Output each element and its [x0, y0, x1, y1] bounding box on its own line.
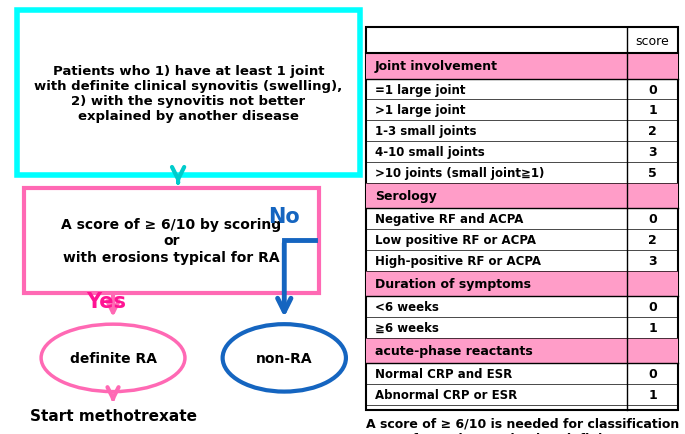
Text: 0: 0	[648, 213, 657, 226]
FancyBboxPatch shape	[366, 184, 678, 209]
Text: High-positive RF or ACPA: High-positive RF or ACPA	[375, 254, 540, 267]
Text: Joint involvement: Joint involvement	[375, 60, 498, 73]
Text: 1: 1	[648, 388, 657, 401]
Text: acute-phase reactants: acute-phase reactants	[375, 344, 532, 357]
FancyBboxPatch shape	[366, 271, 678, 296]
Text: Low positive RF or ACPA: Low positive RF or ACPA	[375, 233, 536, 247]
Text: 5: 5	[648, 167, 657, 180]
Text: 3: 3	[648, 146, 657, 159]
Text: >10 joints (small joint≧1): >10 joints (small joint≧1)	[375, 167, 544, 180]
Text: Serology: Serology	[375, 190, 436, 203]
Text: Patients who 1) have at least 1 joint
with definite clinical synovitis (swelling: Patients who 1) have at least 1 joint wi…	[34, 64, 342, 122]
Text: Abnormal CRP or ESR: Abnormal CRP or ESR	[375, 388, 517, 401]
Text: Negative RF and ACPA: Negative RF and ACPA	[375, 213, 523, 226]
Text: 2: 2	[648, 125, 657, 138]
Text: 0: 0	[648, 83, 657, 96]
Text: 1: 1	[648, 321, 657, 334]
Text: No: No	[269, 207, 300, 227]
Text: Start methotrexate: Start methotrexate	[29, 408, 197, 423]
Text: ≧6 weeks: ≧6 weeks	[375, 321, 438, 334]
FancyBboxPatch shape	[366, 54, 678, 79]
Text: 1: 1	[648, 104, 657, 117]
Text: A score of ≥ 6/10 by scoring
or
with erosions typical for RA: A score of ≥ 6/10 by scoring or with ero…	[61, 218, 282, 264]
Text: 4-10 small joints: 4-10 small joints	[375, 146, 484, 159]
Text: 0: 0	[648, 300, 657, 313]
Ellipse shape	[41, 325, 185, 391]
Text: 2: 2	[648, 233, 657, 247]
Text: >1 large joint: >1 large joint	[375, 104, 465, 117]
Text: Yes: Yes	[86, 292, 126, 312]
Text: A score of ≥ 6/10 is needed for classification
of a patient as having definite R: A score of ≥ 6/10 is needed for classifi…	[366, 417, 679, 434]
Text: non-RA: non-RA	[256, 351, 312, 365]
Text: score: score	[636, 35, 669, 48]
FancyBboxPatch shape	[24, 189, 319, 293]
FancyBboxPatch shape	[366, 338, 678, 363]
FancyBboxPatch shape	[17, 11, 360, 176]
Text: Normal CRP and ESR: Normal CRP and ESR	[375, 367, 512, 380]
Text: <6 weeks: <6 weeks	[375, 300, 438, 313]
Text: =1 large joint: =1 large joint	[375, 83, 465, 96]
Text: Duration of symptoms: Duration of symptoms	[375, 277, 531, 290]
FancyBboxPatch shape	[366, 28, 678, 410]
Text: 1-3 small joints: 1-3 small joints	[375, 125, 476, 138]
Ellipse shape	[223, 325, 346, 391]
Text: 3: 3	[648, 254, 657, 267]
Text: 0: 0	[648, 367, 657, 380]
Text: definite RA: definite RA	[69, 351, 157, 365]
